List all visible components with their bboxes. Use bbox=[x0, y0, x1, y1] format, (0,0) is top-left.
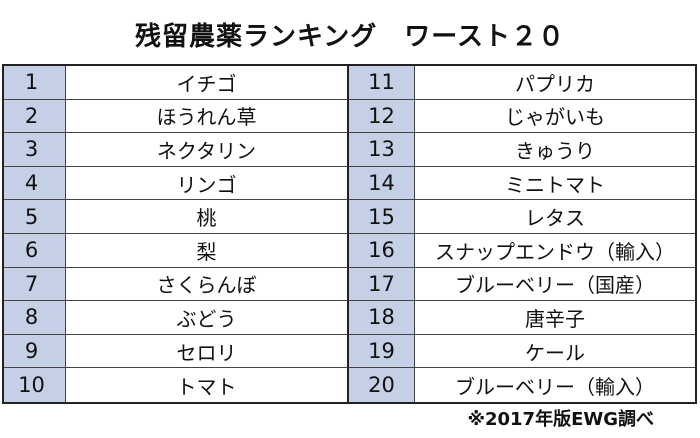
rank-cell: 7 bbox=[4, 267, 66, 302]
item-cell: ケール bbox=[415, 335, 695, 369]
item-cell: きゅうり bbox=[415, 133, 695, 167]
ranking-table: 1 イチゴ 11 パプリカ 2 ほうれん草 12 じゃがいも 3 ネクタリン 1… bbox=[2, 64, 697, 404]
rank-cell: 20 bbox=[349, 368, 415, 402]
rank-cell: 19 bbox=[349, 334, 415, 369]
rank-cell: 14 bbox=[349, 166, 415, 201]
page-title: 残留農薬ランキング ワースト２０ bbox=[135, 22, 565, 52]
rank-cell: 6 bbox=[4, 233, 66, 268]
rank-cell: 17 bbox=[349, 267, 415, 302]
item-cell: じゃがいも bbox=[415, 100, 695, 134]
rank-cell: 1 bbox=[4, 66, 66, 100]
rank-cell: 16 bbox=[349, 233, 415, 268]
rank-cell: 9 bbox=[4, 334, 66, 369]
item-cell: ほうれん草 bbox=[66, 99, 349, 134]
rank-cell: 13 bbox=[349, 133, 415, 167]
rank-cell: 4 bbox=[4, 166, 66, 201]
item-cell: トマト bbox=[66, 368, 349, 402]
item-cell: さくらんぼ bbox=[66, 267, 349, 302]
rank-cell: 15 bbox=[349, 200, 415, 234]
item-cell: セロリ bbox=[66, 334, 349, 369]
item-cell: イチゴ bbox=[66, 66, 349, 100]
rank-cell: 5 bbox=[4, 200, 66, 234]
item-cell: レタス bbox=[415, 200, 695, 234]
rank-cell: 12 bbox=[349, 99, 415, 134]
item-cell: パプリカ bbox=[415, 66, 695, 100]
item-cell: ミニトマト bbox=[415, 167, 695, 201]
rank-cell: 10 bbox=[4, 368, 66, 402]
source-note: ※2017年版EWG調べ bbox=[467, 409, 654, 430]
rank-cell: 11 bbox=[349, 66, 415, 100]
item-cell: 唐辛子 bbox=[415, 301, 695, 335]
item-cell: 梨 bbox=[66, 233, 349, 268]
item-cell: 桃 bbox=[66, 200, 349, 234]
item-cell: ブルーベリー（輸入） bbox=[455, 374, 655, 399]
item-cell: リンゴ bbox=[66, 166, 349, 201]
item-cell: ネクタリン bbox=[66, 133, 349, 167]
item-cell: スナップエンドウ（輸入） bbox=[415, 234, 695, 268]
rank-cell: 18 bbox=[349, 301, 415, 335]
item-cell: ぶどう bbox=[66, 301, 349, 335]
item-cell: ブルーベリー（国産） bbox=[415, 268, 695, 302]
rank-cell: 8 bbox=[4, 301, 66, 335]
rank-cell: 2 bbox=[4, 99, 66, 134]
rank-cell: 3 bbox=[4, 133, 66, 167]
